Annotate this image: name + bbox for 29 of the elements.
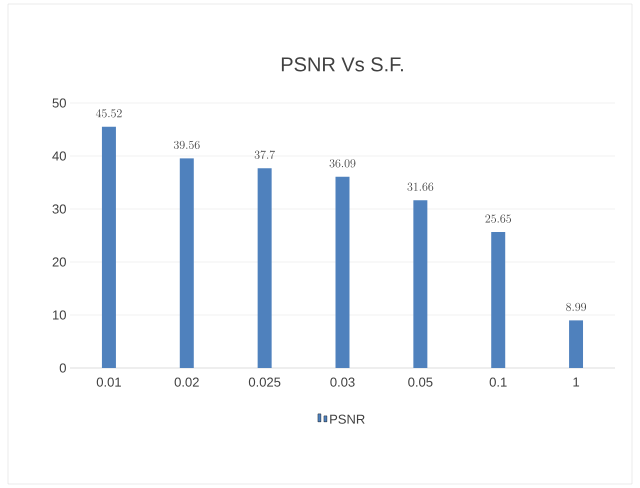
data-label: 36.09 bbox=[330, 159, 356, 168]
bar bbox=[258, 168, 272, 368]
x-tick-label: 0.1 bbox=[490, 378, 507, 387]
bar bbox=[180, 158, 194, 368]
x-tick-label: 0.03 bbox=[330, 378, 355, 387]
data-label: 45.52 bbox=[96, 109, 122, 118]
bar bbox=[491, 232, 506, 368]
y-tick-label: 20 bbox=[52, 257, 66, 267]
y-tick-label: 40 bbox=[52, 151, 66, 161]
data-label: 8.99 bbox=[566, 302, 586, 312]
bar bbox=[569, 320, 584, 368]
data-label: 31 .66 bbox=[407, 182, 434, 191]
chart-title: PSNR Vs S.F. bbox=[282, 57, 403, 72]
bar bbox=[413, 200, 428, 368]
x-tick-label: 0.01 bbox=[96, 378, 121, 387]
data-label: 25.65 bbox=[485, 214, 511, 223]
x-tick-label: 1 bbox=[573, 378, 580, 386]
y-tick-label: 50 bbox=[52, 98, 66, 108]
x-tick-label: 0.05 bbox=[408, 378, 432, 387]
y-tick-label: 10 bbox=[52, 310, 66, 320]
data-label: 39.56 bbox=[174, 140, 200, 150]
data-label: 37.7 bbox=[254, 150, 275, 159]
legend-label: PSNR bbox=[330, 414, 365, 424]
y-tick-label: 0 bbox=[60, 363, 66, 373]
y-tick-label: 30 bbox=[52, 204, 66, 214]
bar bbox=[336, 176, 350, 368]
x-tick-label: 0.02 bbox=[174, 378, 199, 387]
bar bbox=[102, 126, 116, 368]
x-tick-label: 0.025 bbox=[248, 378, 280, 387]
